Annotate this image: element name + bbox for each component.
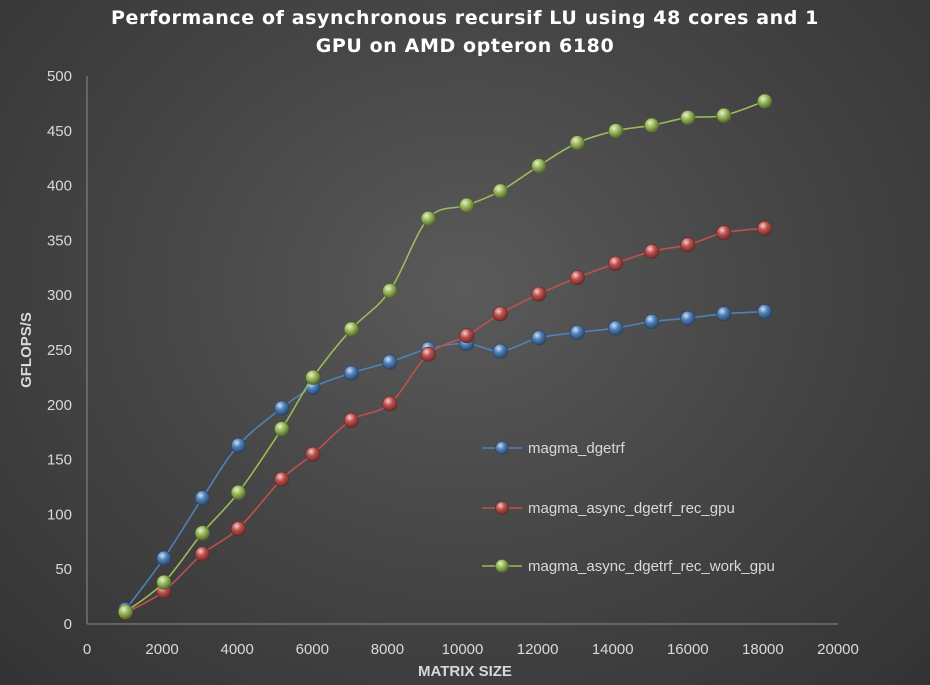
data-point bbox=[420, 210, 436, 226]
legend-label: magma_async_dgetrf_rec_gpu bbox=[528, 500, 735, 517]
x-tick-labels: 0 2000 4000 6000 8000 10000 12000 14000 16000 180… bbox=[83, 641, 859, 658]
data-point bbox=[230, 521, 246, 537]
data-point bbox=[608, 123, 624, 139]
data-point bbox=[156, 550, 172, 566]
data-point bbox=[608, 255, 624, 271]
legend-item: magma_async_dgetrf_rec_gpu bbox=[482, 500, 735, 517]
data-point bbox=[194, 525, 210, 541]
chart-title-line-2: GPU on AMD opteron 6180 bbox=[316, 35, 615, 57]
y-tick-label: 0 bbox=[64, 616, 72, 633]
data-point bbox=[382, 354, 398, 370]
data-point bbox=[194, 490, 210, 506]
y-tick-label: 200 bbox=[47, 397, 72, 414]
x-tick-label: 10000 bbox=[442, 641, 484, 658]
data-point bbox=[569, 270, 585, 286]
x-tick-label: 14000 bbox=[592, 641, 634, 658]
data-point bbox=[608, 320, 624, 336]
series-group bbox=[117, 93, 773, 621]
x-tick-label: 8000 bbox=[371, 641, 404, 658]
legend-label: magma_dgetrf bbox=[528, 440, 626, 457]
data-point bbox=[644, 314, 660, 330]
y-tick-label: 300 bbox=[47, 287, 72, 304]
y-tick-label: 250 bbox=[47, 342, 72, 359]
data-point bbox=[569, 135, 585, 151]
data-point bbox=[305, 446, 321, 462]
legend-label: magma_async_dgetrf_rec_work_gpu bbox=[528, 558, 775, 575]
x-axis-title: MATRIX SIZE bbox=[418, 663, 512, 680]
data-point bbox=[274, 400, 290, 416]
y-tick-label: 400 bbox=[47, 178, 72, 195]
series-magma_async_dgetrf_rec_work_gpu bbox=[117, 93, 773, 620]
x-tick-label: 6000 bbox=[296, 641, 329, 658]
data-point bbox=[230, 484, 246, 500]
data-point bbox=[343, 321, 359, 337]
data-point bbox=[274, 421, 290, 437]
data-point bbox=[343, 412, 359, 428]
data-point bbox=[680, 110, 696, 126]
legend: magma_dgetrf magma_async_dgetrf_rec_gpuma… bbox=[482, 440, 775, 575]
data-point bbox=[680, 310, 696, 326]
data-point bbox=[492, 343, 508, 359]
chart-title: Performance of asynchronous recursif LU … bbox=[111, 7, 819, 57]
data-point bbox=[382, 396, 398, 412]
y-tick-label: 50 bbox=[55, 561, 72, 578]
legend-item: magma_async_dgetrf_rec_work_gpu bbox=[482, 558, 775, 575]
data-point bbox=[492, 183, 508, 199]
data-point bbox=[531, 158, 547, 174]
legend-marker bbox=[495, 501, 509, 515]
x-tick-label: 4000 bbox=[221, 641, 254, 658]
data-point bbox=[420, 346, 436, 362]
data-point bbox=[492, 306, 508, 322]
series-line bbox=[125, 227, 765, 614]
data-point bbox=[757, 304, 773, 320]
data-point bbox=[680, 237, 696, 253]
data-point bbox=[305, 369, 321, 385]
data-point bbox=[459, 328, 475, 344]
data-point bbox=[644, 117, 660, 133]
legend-marker bbox=[495, 441, 509, 455]
data-point bbox=[716, 306, 732, 322]
data-point bbox=[194, 546, 210, 562]
data-point bbox=[230, 437, 246, 453]
data-point bbox=[569, 324, 585, 340]
data-point bbox=[274, 471, 290, 487]
data-point bbox=[716, 225, 732, 241]
x-tick-label: 2000 bbox=[145, 641, 178, 658]
y-axis-title: GFLOPS/S bbox=[18, 312, 35, 388]
data-point bbox=[757, 93, 773, 109]
data-point bbox=[117, 604, 133, 620]
legend-item: magma_dgetrf bbox=[482, 440, 626, 457]
y-tick-label: 350 bbox=[47, 232, 72, 249]
data-point bbox=[531, 330, 547, 346]
x-tick-label: 12000 bbox=[517, 641, 559, 658]
series-line bbox=[125, 100, 765, 613]
y-tick-label: 150 bbox=[47, 452, 72, 469]
chart-title-line-1: Performance of asynchronous recursif LU … bbox=[111, 7, 819, 29]
data-point bbox=[644, 243, 660, 259]
legend-marker bbox=[495, 559, 509, 573]
y-tick-label: 100 bbox=[47, 506, 72, 523]
x-tick-label: 16000 bbox=[667, 641, 709, 658]
series-magma_async_dgetrf_rec_gpu bbox=[117, 220, 773, 621]
y-tick-labels: 0 50 100 150 200 250 300 350 400 450 500 bbox=[47, 68, 72, 633]
data-point bbox=[156, 574, 172, 590]
y-tick-label: 500 bbox=[47, 68, 72, 85]
x-tick-label: 18000 bbox=[742, 641, 784, 658]
data-point bbox=[459, 197, 475, 213]
x-tick-label: 20000 bbox=[817, 641, 859, 658]
data-point bbox=[757, 220, 773, 236]
data-point bbox=[716, 107, 732, 123]
data-point bbox=[382, 283, 398, 299]
data-point bbox=[343, 365, 359, 381]
data-point bbox=[531, 286, 547, 302]
y-tick-label: 450 bbox=[47, 123, 72, 140]
x-tick-label: 0 bbox=[83, 641, 91, 658]
